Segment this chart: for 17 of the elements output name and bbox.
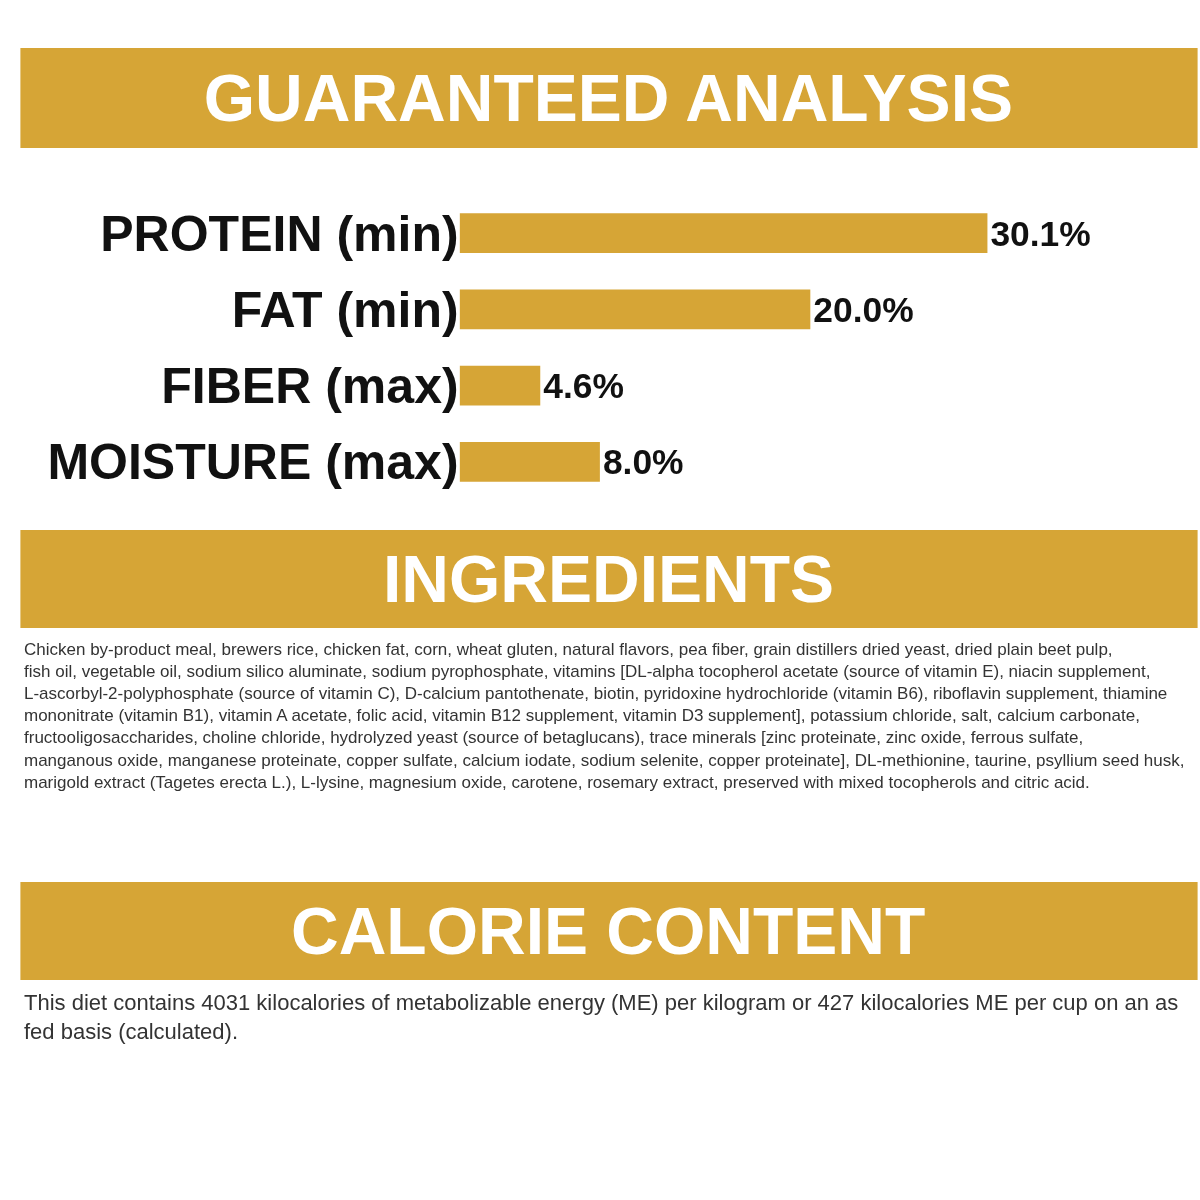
bar (459, 442, 600, 482)
bar (459, 289, 811, 330)
data-label: 4.6% (543, 366, 624, 406)
y-tick-label: MOISTURE (max) (47, 434, 459, 491)
text: CALORIE CONTENT (291, 894, 926, 968)
text: Chicken by-product meal, brewers rice, chicken fat, corn, wheat gluten, natural flavors, pea fiber, grain distillers dried yeast, dried plain beet pulp, fish oil, vegetable oil, sodium silico aluminate, sodium pyrophosphate, vitamins [DL-alpha tocopherol acetate (source of vitamin E), niacin supplement, L-ascorbyl-2-polyphosphate (source of vitamin C), D-calcium pantothenate, biotin, pyridoxine hydrochloride (vitamin B6), riboflavin supplement, thiamine mononitrate (vitamin B1), vitamin A acetate, folic acid, vitamin B12 supplement, vitamin D3 supplement], potassium chloride, salt, calcium carbonate, fructooligosaccharides, choline chloride, hydrolyzed yeast (source of betaglucans), trace minerals [zinc proteinate, zinc oxide, ferrous sulfate, manganous oxide, manganese proteinate, copper sulfate, calcium iodate, sodium selenite, copper proteinate], DL-methionine, taurine, psyllium seed husk, marigold extract (Tagetes erecta L.), L-lysine, magnesium oxide, carotene, rosemary extract, preserved with mixed tocopherols and citric acid. (24, 640, 1185, 792)
chart-title: GUARANTEED ANALYSIS (203, 61, 1014, 136)
y-tick-label: FAT (min) (231, 281, 459, 338)
data-label: 8.0% (602, 442, 684, 482)
text: INGREDIENTS (383, 542, 835, 616)
data-label: 30.1% (990, 213, 1091, 253)
bar (459, 365, 541, 406)
y-tick-label: PROTEIN (min) (100, 205, 459, 262)
text: This diet contains 4031 kilocalories of metabolizable energy (ME) per kilogram or 427 kilocalories ME per cup on an as fed basis (calculated). (24, 990, 1179, 1044)
bar (459, 213, 988, 253)
data-label: 20.0% (813, 289, 914, 329)
y-tick-label: FIBER (max) (161, 358, 459, 415)
